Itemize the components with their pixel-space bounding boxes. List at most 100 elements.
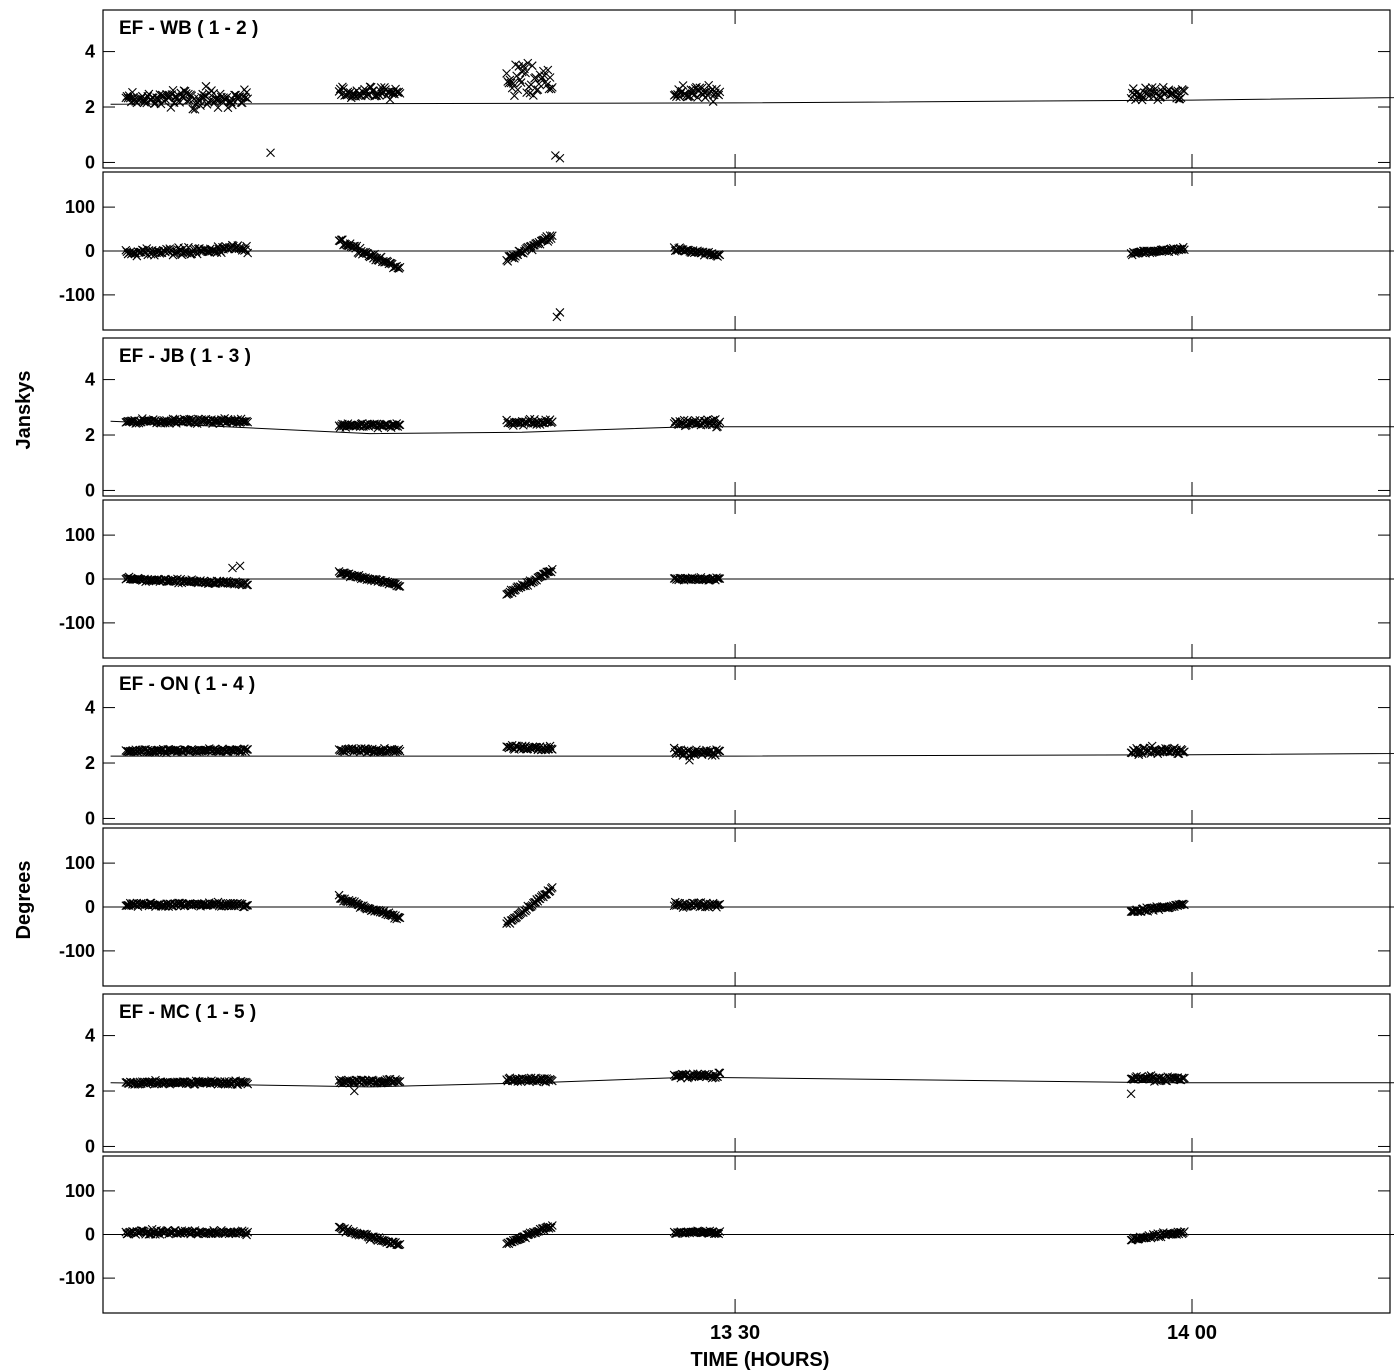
phase-point: [395, 1239, 405, 1249]
amplitude-point: [508, 79, 518, 88]
y-axis-label-amplitude: Janskys: [13, 371, 35, 450]
amplitude-point: [531, 73, 540, 82]
amplitude-point: [168, 85, 178, 95]
amplitude-point: [243, 94, 253, 104]
phase-outlier: [235, 561, 245, 571]
amplitude-point: [394, 420, 404, 430]
y-tick-label: 0: [85, 569, 95, 589]
phase-point: [364, 574, 374, 584]
amplitude-point: [684, 419, 694, 429]
amplitude-model-line: [110, 752, 1394, 757]
baseline-title: EF - WB ( 1 - 2 ): [119, 18, 258, 39]
phase-outlier: [555, 308, 565, 317]
amplitude-point: [545, 73, 555, 82]
phase-point: [546, 567, 556, 577]
amplitude-point: [1179, 747, 1189, 757]
amplitude-point: [1137, 95, 1147, 105]
amplitude-point: [369, 86, 378, 96]
amplitude-outlier: [1126, 1089, 1136, 1099]
y-tick-label: 100: [65, 1181, 95, 1201]
amplitude-model-line: [110, 97, 1394, 105]
data-points: [121, 58, 1189, 1250]
y-tick-label: 0: [85, 480, 95, 500]
amplitude-point: [547, 1076, 557, 1086]
amplitude-point: [714, 746, 724, 756]
phase-point: [241, 901, 250, 911]
amplitude-point: [175, 97, 185, 107]
amplitude-outlier: [182, 416, 192, 426]
amplitude-point: [395, 89, 405, 98]
phase-point: [1141, 906, 1150, 916]
amplitude-outlier: [266, 148, 275, 158]
y-tick-label: -100: [59, 1268, 95, 1288]
amplitude-point: [129, 92, 138, 102]
amplitude-point: [212, 94, 222, 104]
amplitude-point: [510, 91, 519, 101]
amplitude-point: [177, 92, 187, 102]
y-tick-label: 0: [85, 808, 95, 828]
phase-point: [243, 248, 253, 258]
y-tick-label: 2: [85, 1081, 95, 1101]
amplitude-frame-3: [102, 665, 1391, 825]
amplitude-point: [1147, 83, 1157, 92]
phase-point: [242, 241, 251, 251]
phase-point: [140, 1227, 149, 1237]
phase-point: [176, 1228, 186, 1238]
amplitude-point: [125, 746, 135, 756]
amplitude-point: [714, 1068, 724, 1078]
amplitude-point: [704, 80, 714, 90]
amplitude-point: [670, 90, 680, 99]
phase-point: [545, 231, 555, 241]
x-tick-label: 14 00: [1167, 1322, 1217, 1344]
phase-point: [502, 919, 512, 928]
y-tick-label: 4: [85, 698, 95, 718]
phase-point: [547, 564, 557, 574]
amplitude-point: [506, 78, 516, 88]
y-tick-label: 0: [85, 152, 95, 172]
phase-point: [387, 1237, 397, 1247]
amplitude-point: [243, 417, 253, 427]
amplitude-point: [528, 91, 538, 100]
phase-point: [1179, 1227, 1189, 1236]
phase-point: [395, 913, 405, 923]
y-tick-label: 0: [85, 1136, 95, 1156]
phase-point: [395, 262, 405, 272]
amplitude-frame-2: [102, 337, 1391, 497]
phase-point: [547, 231, 557, 241]
amplitude-point: [502, 69, 512, 78]
amplitude-point: [513, 85, 523, 95]
y-tick-label: 2: [85, 425, 95, 445]
baseline-title: EF - JB ( 1 - 3 ): [119, 346, 251, 367]
y-tick-label: 4: [85, 42, 95, 62]
amplitude-point: [209, 1077, 219, 1087]
phase-point: [243, 580, 253, 590]
y-tick-label: 2: [85, 753, 95, 773]
amplitude-point: [160, 418, 170, 428]
baseline-title: EF - ON ( 1 - 4 ): [119, 674, 255, 695]
amplitude-point: [201, 81, 211, 91]
phase-point: [715, 250, 725, 260]
amplitude-point: [715, 417, 725, 427]
phase-point: [543, 567, 553, 577]
amplitude-point: [534, 79, 544, 89]
y-tick-label: 4: [85, 1026, 95, 1046]
phase-point: [1179, 900, 1189, 910]
amplitude-point: [144, 1077, 154, 1087]
panel-frames: [102, 9, 1391, 1314]
phase-point: [546, 1223, 556, 1233]
phase-point: [387, 579, 397, 588]
amplitude-point: [1179, 86, 1189, 96]
amplitude-outlier: [684, 755, 694, 765]
amplitude-point: [395, 420, 405, 430]
y-tick-label: 0: [85, 241, 95, 261]
amplitude-point: [1174, 94, 1184, 104]
amplitude-point: [715, 87, 725, 97]
amplitude-frame-1: [102, 9, 1391, 169]
y-axis-label-phase: Degrees: [13, 861, 35, 940]
phase-point: [229, 898, 238, 908]
amplitude-point: [522, 88, 532, 98]
y-tick-label: -100: [59, 613, 95, 633]
amplitude-point: [518, 61, 528, 71]
phase-point: [546, 234, 556, 244]
amplitude-point: [338, 1078, 347, 1088]
